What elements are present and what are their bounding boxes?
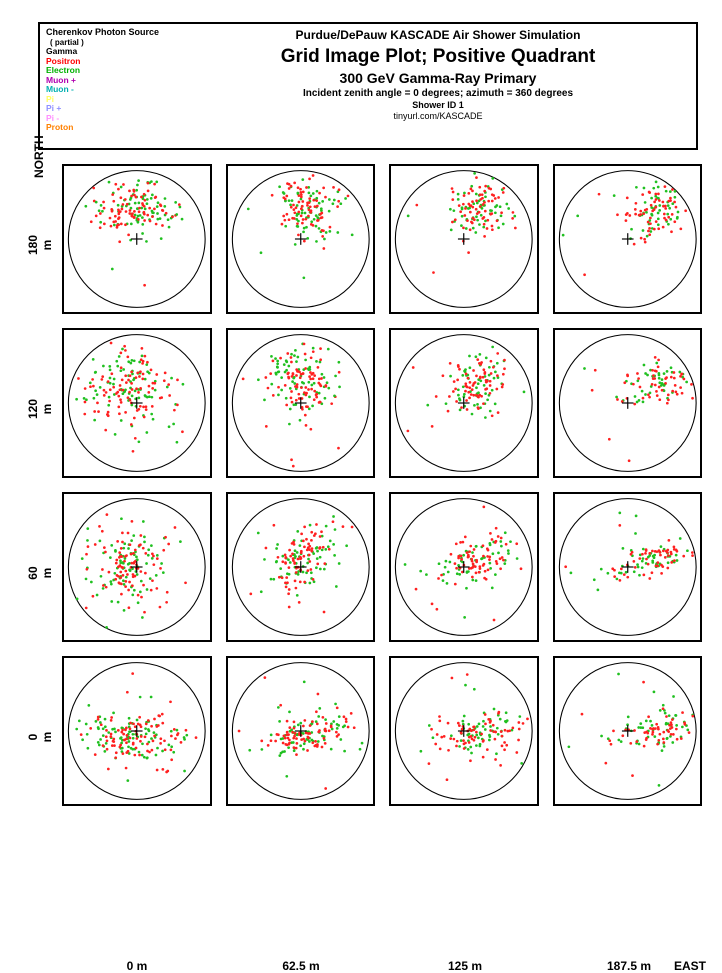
panel-row (62, 164, 702, 314)
panel-cell (553, 492, 703, 642)
panel-cell (389, 656, 539, 806)
x-axis-label: 0 m (62, 959, 212, 973)
legend-item: Proton (46, 123, 159, 133)
panel-cell (226, 492, 376, 642)
panel-cell (62, 164, 212, 314)
x-axis-label: 125 m (390, 959, 540, 973)
y-axis-label: 180 m (26, 235, 54, 255)
shower-id: Shower ID 1 (190, 100, 686, 110)
panel-cell (389, 164, 539, 314)
panel-cell (62, 492, 212, 642)
panel-cell (226, 656, 376, 806)
legend-item: Pi + (46, 104, 159, 114)
panel-cell (62, 656, 212, 806)
panel-row (62, 656, 702, 806)
panel-row (62, 492, 702, 642)
url-line: tinyurl.com/KASCADE (190, 111, 686, 121)
panel-cell (553, 328, 703, 478)
legend: Cherenkov Photon Source ( partial ) Gamm… (46, 28, 159, 133)
titles: Purdue/DePauw KASCADE Air Shower Simulat… (190, 28, 686, 121)
panel-cell (226, 328, 376, 478)
panel-cell (62, 328, 212, 478)
panel-cell (553, 656, 703, 806)
legend-item: Pi (46, 95, 159, 105)
header-box: Cherenkov Photon Source ( partial ) Gamm… (38, 22, 698, 150)
north-label: NORTH (32, 135, 46, 178)
panel-row (62, 328, 702, 478)
east-label: EAST (674, 959, 706, 973)
incident-line: Incident zenith angle = 0 degrees; azimu… (190, 88, 686, 99)
subtitle: 300 GeV Gamma-Ray Primary (190, 70, 686, 86)
supertitle: Purdue/DePauw KASCADE Air Shower Simulat… (190, 28, 686, 42)
y-axis-label: 0 m (26, 727, 54, 747)
x-axis-label: 62.5 m (226, 959, 376, 973)
legend-title: Cherenkov Photon Source (46, 27, 159, 37)
panel-cell (389, 328, 539, 478)
legend-item: Muon - (46, 85, 159, 95)
main-title: Grid Image Plot; Positive Quadrant (190, 46, 686, 68)
y-axis-label: 60 m (26, 563, 54, 583)
panel-cell (389, 492, 539, 642)
panel-cell (226, 164, 376, 314)
panel-cell (553, 164, 703, 314)
panel-grid (62, 164, 702, 820)
y-axis-label: 120 m (26, 399, 54, 419)
